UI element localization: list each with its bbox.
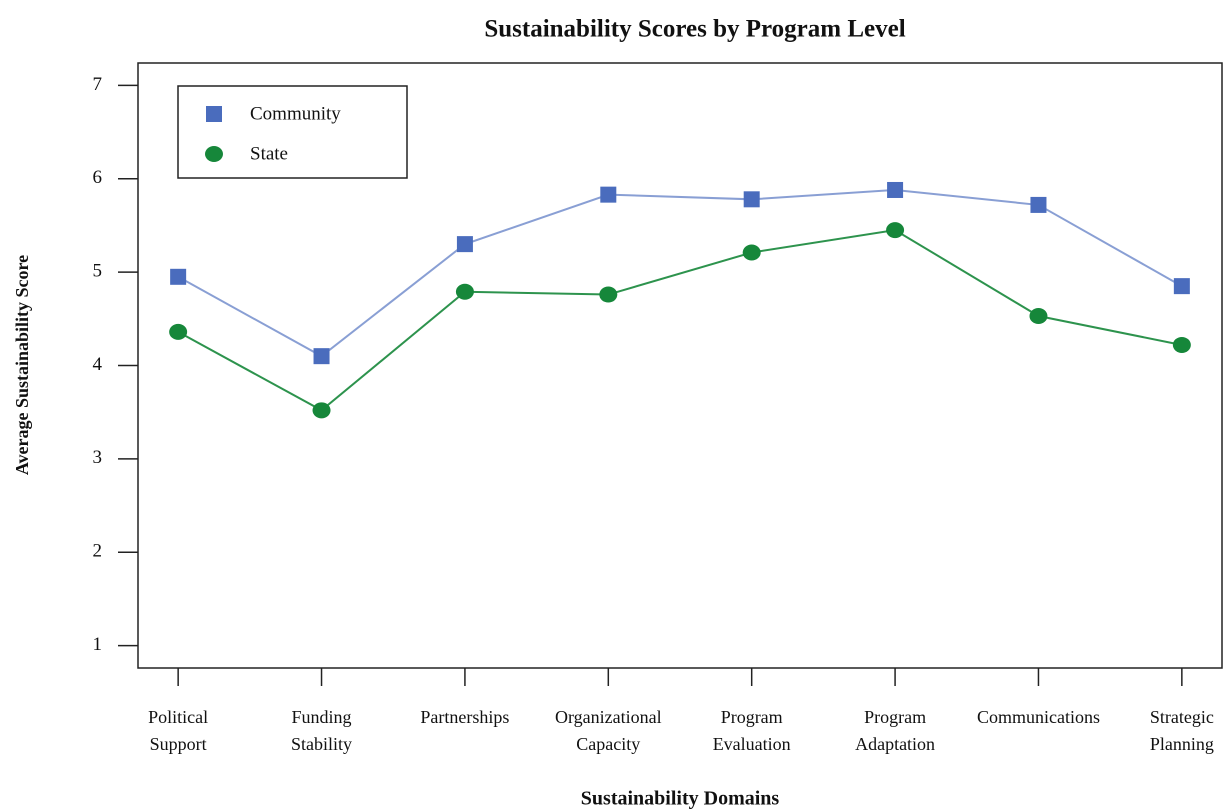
series-line xyxy=(177,229,1183,412)
x-tick-label: Partnerships xyxy=(420,707,510,727)
legend-label: State xyxy=(250,143,288,164)
data-point xyxy=(455,283,474,300)
data-point xyxy=(1029,308,1048,325)
y-tick-label: 2 xyxy=(93,541,103,562)
data-point xyxy=(743,191,760,208)
x-tick-label: Funding Stability xyxy=(291,707,353,754)
data-point xyxy=(1030,196,1047,213)
legend-box xyxy=(177,85,408,179)
y-tick-label: 7 xyxy=(93,74,103,95)
data-point xyxy=(886,222,905,239)
y-tick-label: 6 xyxy=(93,167,103,188)
chart-title: Sustainability Scores by Program Level xyxy=(484,16,905,43)
y-axis-title: Average Sustainability Score xyxy=(12,255,32,475)
legend-label: Community xyxy=(250,103,341,124)
data-point xyxy=(313,348,330,365)
legend-marker xyxy=(206,106,222,122)
x-axis-title: Sustainability Domains xyxy=(581,788,780,810)
x-tick-label: Program Evaluation xyxy=(712,707,791,754)
legend-marker xyxy=(205,146,223,162)
data-point xyxy=(887,181,904,198)
data-point xyxy=(169,323,188,340)
data-point xyxy=(312,402,331,419)
data-point xyxy=(599,286,618,303)
data-point xyxy=(742,244,761,261)
series-line xyxy=(177,188,1183,358)
x-tick-label: Program Adaptation xyxy=(855,707,936,754)
x-tick-label: Organizational Capacity xyxy=(554,707,662,754)
data-point xyxy=(1173,278,1190,295)
data-point xyxy=(456,236,473,253)
x-tick-label: Strategic Planning xyxy=(1149,707,1214,754)
y-tick-label: 1 xyxy=(93,634,103,655)
y-tick-label: 4 xyxy=(93,354,103,375)
data-point xyxy=(600,186,617,203)
data-point xyxy=(1172,336,1191,353)
data-point xyxy=(170,268,187,285)
y-tick-label: 3 xyxy=(93,447,103,468)
x-tick-label: Communications xyxy=(976,707,1100,727)
y-tick-label: 5 xyxy=(93,260,103,281)
x-tick-label: Political Support xyxy=(148,707,209,754)
